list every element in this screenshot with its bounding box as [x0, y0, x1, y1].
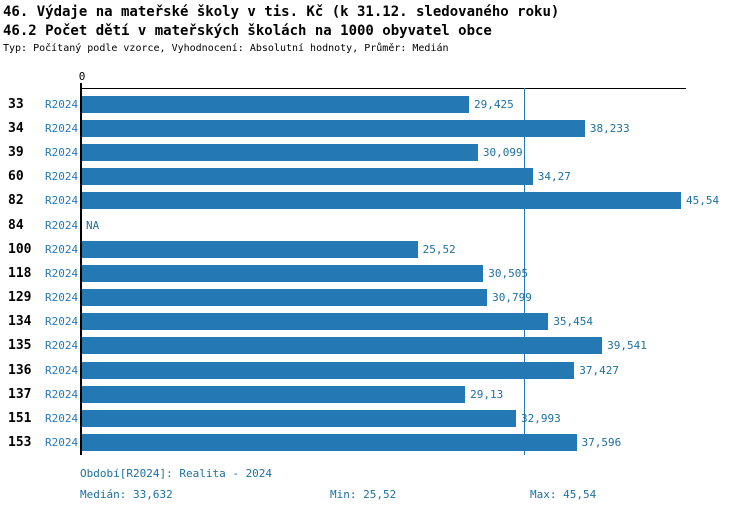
- chart-row: 118 R2024 30,505: [0, 261, 750, 285]
- bar-value-label: 30,505: [488, 266, 528, 280]
- chart-row: 33 R2024 29,425: [0, 92, 750, 116]
- bar-value-label: 30,799: [492, 291, 532, 305]
- value-bar: [82, 95, 470, 113]
- bar-value-label: 32,993: [520, 412, 561, 426]
- bar-value-label: 34,27: [537, 170, 571, 184]
- na-value-label: NA: [86, 218, 100, 232]
- x-axis-line: [82, 88, 686, 89]
- row-period-label: R2024: [45, 387, 79, 401]
- row-category-label: 118: [8, 265, 32, 281]
- chart-rows: 33 R2024 29,425 34 R2024 38,233 39 R2024 30,099 6…: [0, 92, 750, 455]
- bar-value-label: 37,596: [581, 436, 622, 450]
- bar-value-label: 29,425: [474, 97, 514, 111]
- value-bar: [82, 168, 533, 186]
- bar-value-label: 39,541: [607, 339, 647, 353]
- chart-row: 135 R2024 39,541: [0, 334, 750, 358]
- bar-value-label: 29,13: [470, 387, 504, 401]
- row-period-label: R2024: [45, 291, 79, 305]
- value-bar: [82, 119, 585, 137]
- value-bar: [82, 289, 488, 306]
- chart-row: 82 R2024 45,54: [0, 189, 750, 213]
- row-category-label: 134: [8, 314, 32, 330]
- row-category-label: 34: [8, 120, 24, 136]
- footer-period-label: Období[R2024]: Realita - 2024: [80, 467, 273, 480]
- row-period-label: R2024: [45, 145, 79, 159]
- bar-value-label: 25,52: [422, 242, 456, 256]
- row-period-label: R2024: [45, 436, 79, 450]
- row-category-label: 60: [8, 169, 24, 185]
- row-category-label: 151: [8, 411, 32, 427]
- footer-median-label: Medián: 33,632: [80, 488, 173, 501]
- row-category-label: 129: [8, 290, 32, 306]
- chart-subtitle: Typ: Počítaný podle vzorce, Vyhodnocení:…: [3, 43, 449, 54]
- value-bar: [82, 409, 516, 427]
- value-bar: [82, 337, 603, 355]
- row-category-label: 82: [8, 193, 24, 209]
- chart-row: 137 R2024 29,13: [0, 382, 750, 406]
- row-period-label: R2024: [45, 339, 79, 353]
- bar-value-label: 38,233: [589, 121, 630, 135]
- row-category-label: 153: [8, 435, 32, 451]
- row-period-label: R2024: [45, 218, 79, 232]
- chart-row: 151 R2024 32,993: [0, 406, 750, 430]
- row-period-label: R2024: [45, 170, 79, 184]
- row-period-label: R2024: [45, 363, 79, 377]
- row-period-label: R2024: [45, 242, 79, 256]
- value-bar: [82, 192, 681, 210]
- value-bar: [82, 313, 549, 331]
- row-period-label: R2024: [45, 97, 79, 111]
- footer-max-label: Max: 45,54: [530, 488, 597, 501]
- footer-min-label: Min: 25,52: [330, 488, 397, 501]
- y-axis-line: [80, 83, 82, 455]
- row-period-label: R2024: [45, 266, 79, 280]
- value-bar: [82, 361, 575, 379]
- value-bar: [82, 385, 466, 403]
- row-category-label: 84: [8, 217, 24, 233]
- row-period-label: R2024: [45, 412, 79, 426]
- bar-value-label: 37,427: [579, 363, 620, 377]
- row-category-label: 33: [8, 96, 24, 112]
- bar-value-label: 45,54: [685, 194, 720, 208]
- row-category-label: 137: [8, 386, 32, 402]
- chart-row: 153 R2024 37,596: [0, 431, 750, 455]
- chart-row: 34 R2024 38,233: [0, 116, 750, 140]
- value-bar: [82, 240, 418, 258]
- bar-value-label: 30,099: [482, 145, 523, 159]
- row-category-label: 136: [8, 362, 32, 378]
- value-bar: [82, 434, 577, 452]
- chart-row: 136 R2024 37,427: [0, 358, 750, 382]
- row-category-label: 39: [8, 144, 24, 160]
- median-reference-line: [524, 88, 526, 455]
- row-period-label: R2024: [45, 194, 79, 208]
- row-category-label: 135: [8, 338, 32, 354]
- chart-row: 129 R2024 30,799: [0, 286, 750, 310]
- x-axis-zero-tick-label: 0: [78, 70, 86, 83]
- chart-row: 84 R2024 NA: [0, 213, 750, 237]
- value-bar: [82, 143, 478, 161]
- value-bar: [82, 264, 484, 282]
- row-period-label: R2024: [45, 121, 79, 135]
- chart-row: 134 R2024 35,454: [0, 310, 750, 334]
- bar-value-label: 35,454: [553, 315, 594, 329]
- row-category-label: 100: [8, 241, 32, 257]
- page-title-line1: 46. Výdaje na mateřské školy v tis. Kč (…: [3, 4, 560, 20]
- page-title-line2: 46.2 Počet dětí v mateřských školách na …: [3, 23, 492, 39]
- row-period-label: R2024: [45, 315, 79, 329]
- chart-row: 39 R2024 30,099: [0, 140, 750, 164]
- chart-row: 100 R2024 25,52: [0, 237, 750, 261]
- chart-row: 60 R2024 34,27: [0, 165, 750, 189]
